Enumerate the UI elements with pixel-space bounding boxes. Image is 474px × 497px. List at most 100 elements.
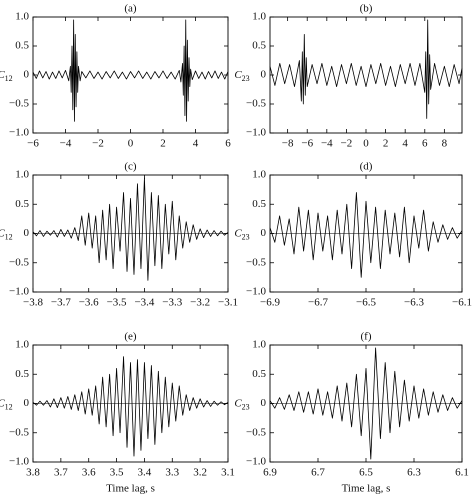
x-tick-label: 6.9 bbox=[263, 467, 277, 479]
y-tick-label: 0.5 bbox=[15, 198, 29, 210]
y-label-subscript: 23 bbox=[242, 74, 250, 83]
x-tick-label: −2 bbox=[92, 138, 104, 150]
waveform bbox=[32, 177, 229, 281]
y-tick-label: −0.5 bbox=[246, 426, 266, 438]
y-tick-label: −1.0 bbox=[246, 127, 266, 139]
x-tick-label: −3.4 bbox=[134, 297, 154, 309]
x-tick-label: −3.2 bbox=[190, 297, 210, 309]
panel-title: (f) bbox=[361, 331, 372, 343]
x-tick-label: 0 bbox=[363, 138, 369, 150]
y-label-subscript: 12 bbox=[5, 74, 13, 83]
y-tick-label: 0 bbox=[261, 397, 267, 409]
y-label-subscript: 23 bbox=[242, 232, 250, 241]
y-axis-label: C12 bbox=[0, 227, 13, 241]
waveform bbox=[32, 356, 229, 457]
x-tick-label: 6 bbox=[225, 138, 231, 150]
x-tick-label: 6 bbox=[422, 138, 428, 150]
y-tick-label: −1.0 bbox=[9, 127, 29, 139]
x-tick-label: −6.1 bbox=[452, 297, 472, 309]
y-tick-label: −1.0 bbox=[246, 286, 266, 298]
y-tick-label: 1.0 bbox=[15, 339, 29, 351]
x-tick-label: 4 bbox=[402, 138, 408, 150]
y-tick-label: 1.0 bbox=[252, 11, 266, 23]
plot-frame bbox=[269, 16, 463, 134]
x-tick-label: 3.4 bbox=[138, 467, 152, 479]
y-tick-label: 0 bbox=[24, 397, 30, 409]
y-tick-label: −0.5 bbox=[9, 98, 29, 110]
x-tick-label: −3.6 bbox=[79, 297, 99, 309]
x-tick-label: 3.3 bbox=[165, 467, 179, 479]
x-axis-label: Time lag, s bbox=[106, 483, 155, 495]
y-tick-label: 0.5 bbox=[252, 198, 266, 210]
x-tick-label: 6.7 bbox=[311, 467, 325, 479]
y-label-subscript: 23 bbox=[242, 402, 250, 411]
x-tick-label: −3.5 bbox=[107, 297, 127, 309]
y-label-symbol: C bbox=[0, 397, 5, 409]
y-tick-label: 1.0 bbox=[15, 169, 29, 181]
y-tick-label: −0.5 bbox=[9, 426, 29, 438]
x-tick-label: 6.5 bbox=[359, 467, 373, 479]
y-tick-label: −1.0 bbox=[9, 286, 29, 298]
x-tick-label: 2 bbox=[160, 138, 166, 150]
plot-frame bbox=[269, 344, 463, 463]
y-label-symbol: C bbox=[234, 69, 242, 81]
y-tick-label: 1.0 bbox=[252, 339, 266, 351]
panel-title: (e) bbox=[124, 331, 137, 343]
y-tick-label: 0.5 bbox=[15, 368, 29, 380]
x-tick-label: −3.7 bbox=[51, 297, 71, 309]
y-tick-label: −0.5 bbox=[246, 256, 266, 268]
x-tick-label: 2 bbox=[383, 138, 389, 150]
x-tick-label: −6.7 bbox=[308, 297, 328, 309]
y-tick-label: 0 bbox=[24, 69, 30, 81]
y-label-symbol: C bbox=[0, 227, 5, 239]
x-tick-label: −6 bbox=[27, 138, 39, 150]
y-axis-label: C12 bbox=[0, 397, 13, 411]
y-tick-label: −1.0 bbox=[9, 456, 29, 468]
y-label-subscript: 12 bbox=[5, 402, 13, 411]
x-tick-label: −2 bbox=[341, 138, 353, 150]
y-axis-label: C12 bbox=[0, 69, 13, 83]
y-label-symbol: C bbox=[234, 227, 242, 239]
x-tick-label: −3.8 bbox=[23, 297, 43, 309]
plot-frame bbox=[32, 16, 229, 134]
x-tick-label: −8 bbox=[282, 138, 294, 150]
y-axis-label: C23 bbox=[234, 397, 249, 411]
y-tick-label: 0 bbox=[261, 69, 267, 81]
panel-title: (c) bbox=[124, 161, 137, 173]
x-tick-label: 3.6 bbox=[82, 467, 96, 479]
y-tick-label: 1.0 bbox=[15, 11, 29, 23]
panel-title: (b) bbox=[360, 3, 373, 15]
y-label-subscript: 12 bbox=[5, 232, 13, 241]
x-tick-label: −4 bbox=[60, 138, 72, 150]
y-tick-label: −1.0 bbox=[246, 456, 266, 468]
y-tick-label: −0.5 bbox=[9, 256, 29, 268]
x-tick-label: 0 bbox=[128, 138, 134, 150]
x-tick-label: −3.3 bbox=[162, 297, 182, 309]
y-axis-label: C23 bbox=[234, 69, 249, 83]
waveform bbox=[269, 347, 463, 460]
x-tick-label: 3.5 bbox=[110, 467, 124, 479]
waveform bbox=[269, 192, 463, 278]
waveform bbox=[32, 19, 229, 122]
x-tick-label: 4 bbox=[193, 138, 199, 150]
plot-frame bbox=[32, 174, 229, 293]
x-tick-label: 8 bbox=[442, 138, 448, 150]
waveform bbox=[269, 19, 463, 119]
x-tick-label: −6.9 bbox=[260, 297, 280, 309]
x-tick-label: 6.3 bbox=[407, 467, 421, 479]
x-tick-label: −6.5 bbox=[356, 297, 376, 309]
x-tick-label: −6 bbox=[301, 138, 313, 150]
x-tick-label: 6.1 bbox=[455, 467, 469, 479]
y-tick-label: −0.5 bbox=[246, 98, 266, 110]
y-tick-label: 1.0 bbox=[252, 169, 266, 181]
y-tick-label: 0.5 bbox=[15, 40, 29, 52]
y-tick-label: 0.5 bbox=[252, 368, 266, 380]
y-label-symbol: C bbox=[0, 69, 5, 81]
x-tick-label: −4 bbox=[321, 138, 333, 150]
y-axis-label: C23 bbox=[234, 227, 249, 241]
y-tick-label: 0 bbox=[261, 227, 267, 239]
x-tick-label: −3.1 bbox=[218, 297, 238, 309]
x-tick-label: 3.8 bbox=[26, 467, 40, 479]
plot-frame bbox=[269, 174, 463, 293]
